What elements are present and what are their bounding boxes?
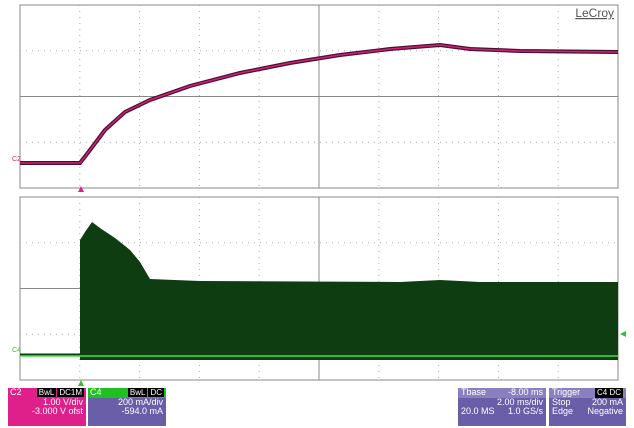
tbase-rate: 1.0 GS/s <box>507 406 543 416</box>
c2-scale: 1.00 V/div <box>42 396 83 407</box>
tbase-name: Tbase <box>461 387 487 397</box>
c4-label: C4 <box>12 347 21 354</box>
c2-offset: -3.000 V ofst <box>31 406 83 416</box>
c2-trace-hi <box>20 44 619 164</box>
trigger-level <box>620 331 626 337</box>
trigger-name: Trigger <box>552 387 581 397</box>
tbase-panel[interactable]: Tbase -8.00 ms 2.00 ms/div 20.0 MS 1.0 GS/… <box>458 387 546 426</box>
trigger-type: Edge <box>552 406 574 416</box>
trigger-source: C4 DC <box>594 388 623 398</box>
c2-label: C2 <box>12 156 21 163</box>
trigger-marker-top <box>78 186 84 192</box>
c2-name: C2 <box>10 387 22 397</box>
c4-offset: -594.0 mA <box>121 406 163 416</box>
tag: DC1M <box>57 388 84 397</box>
brand: LeCroy <box>575 6 614 20</box>
tag: DC <box>148 388 164 397</box>
trigger-marker-bottom <box>78 380 84 386</box>
tbase-delay: -8.00 ms <box>507 387 543 397</box>
display: C2 C4 LeCroy <box>12 4 626 386</box>
tag: BwL <box>36 388 57 397</box>
trigger-level-text: 200 mA <box>591 396 623 407</box>
c4-envelope <box>80 222 618 360</box>
trigger-mode: Stop <box>552 396 571 407</box>
c2-panel[interactable]: C2 BwL DC1M 1.00 V/div -3.000 V ofst <box>8 387 86 426</box>
tag: BwL <box>127 388 148 397</box>
tbase-samples: 20.0 MS <box>461 406 495 416</box>
tbase-scale: 2.00 ms/div <box>496 396 543 407</box>
c4-panel[interactable]: C4 BwL DC 200 mA/div -594.0 mA <box>88 387 166 426</box>
trigger-slope: Negative <box>587 406 623 416</box>
c4-name: C4 <box>90 387 102 397</box>
trigger-panel[interactable]: Trigger C4 DC Stop 200 mA Edge Negative <box>549 387 626 426</box>
c4-scale: 200 mA/div <box>117 396 163 407</box>
